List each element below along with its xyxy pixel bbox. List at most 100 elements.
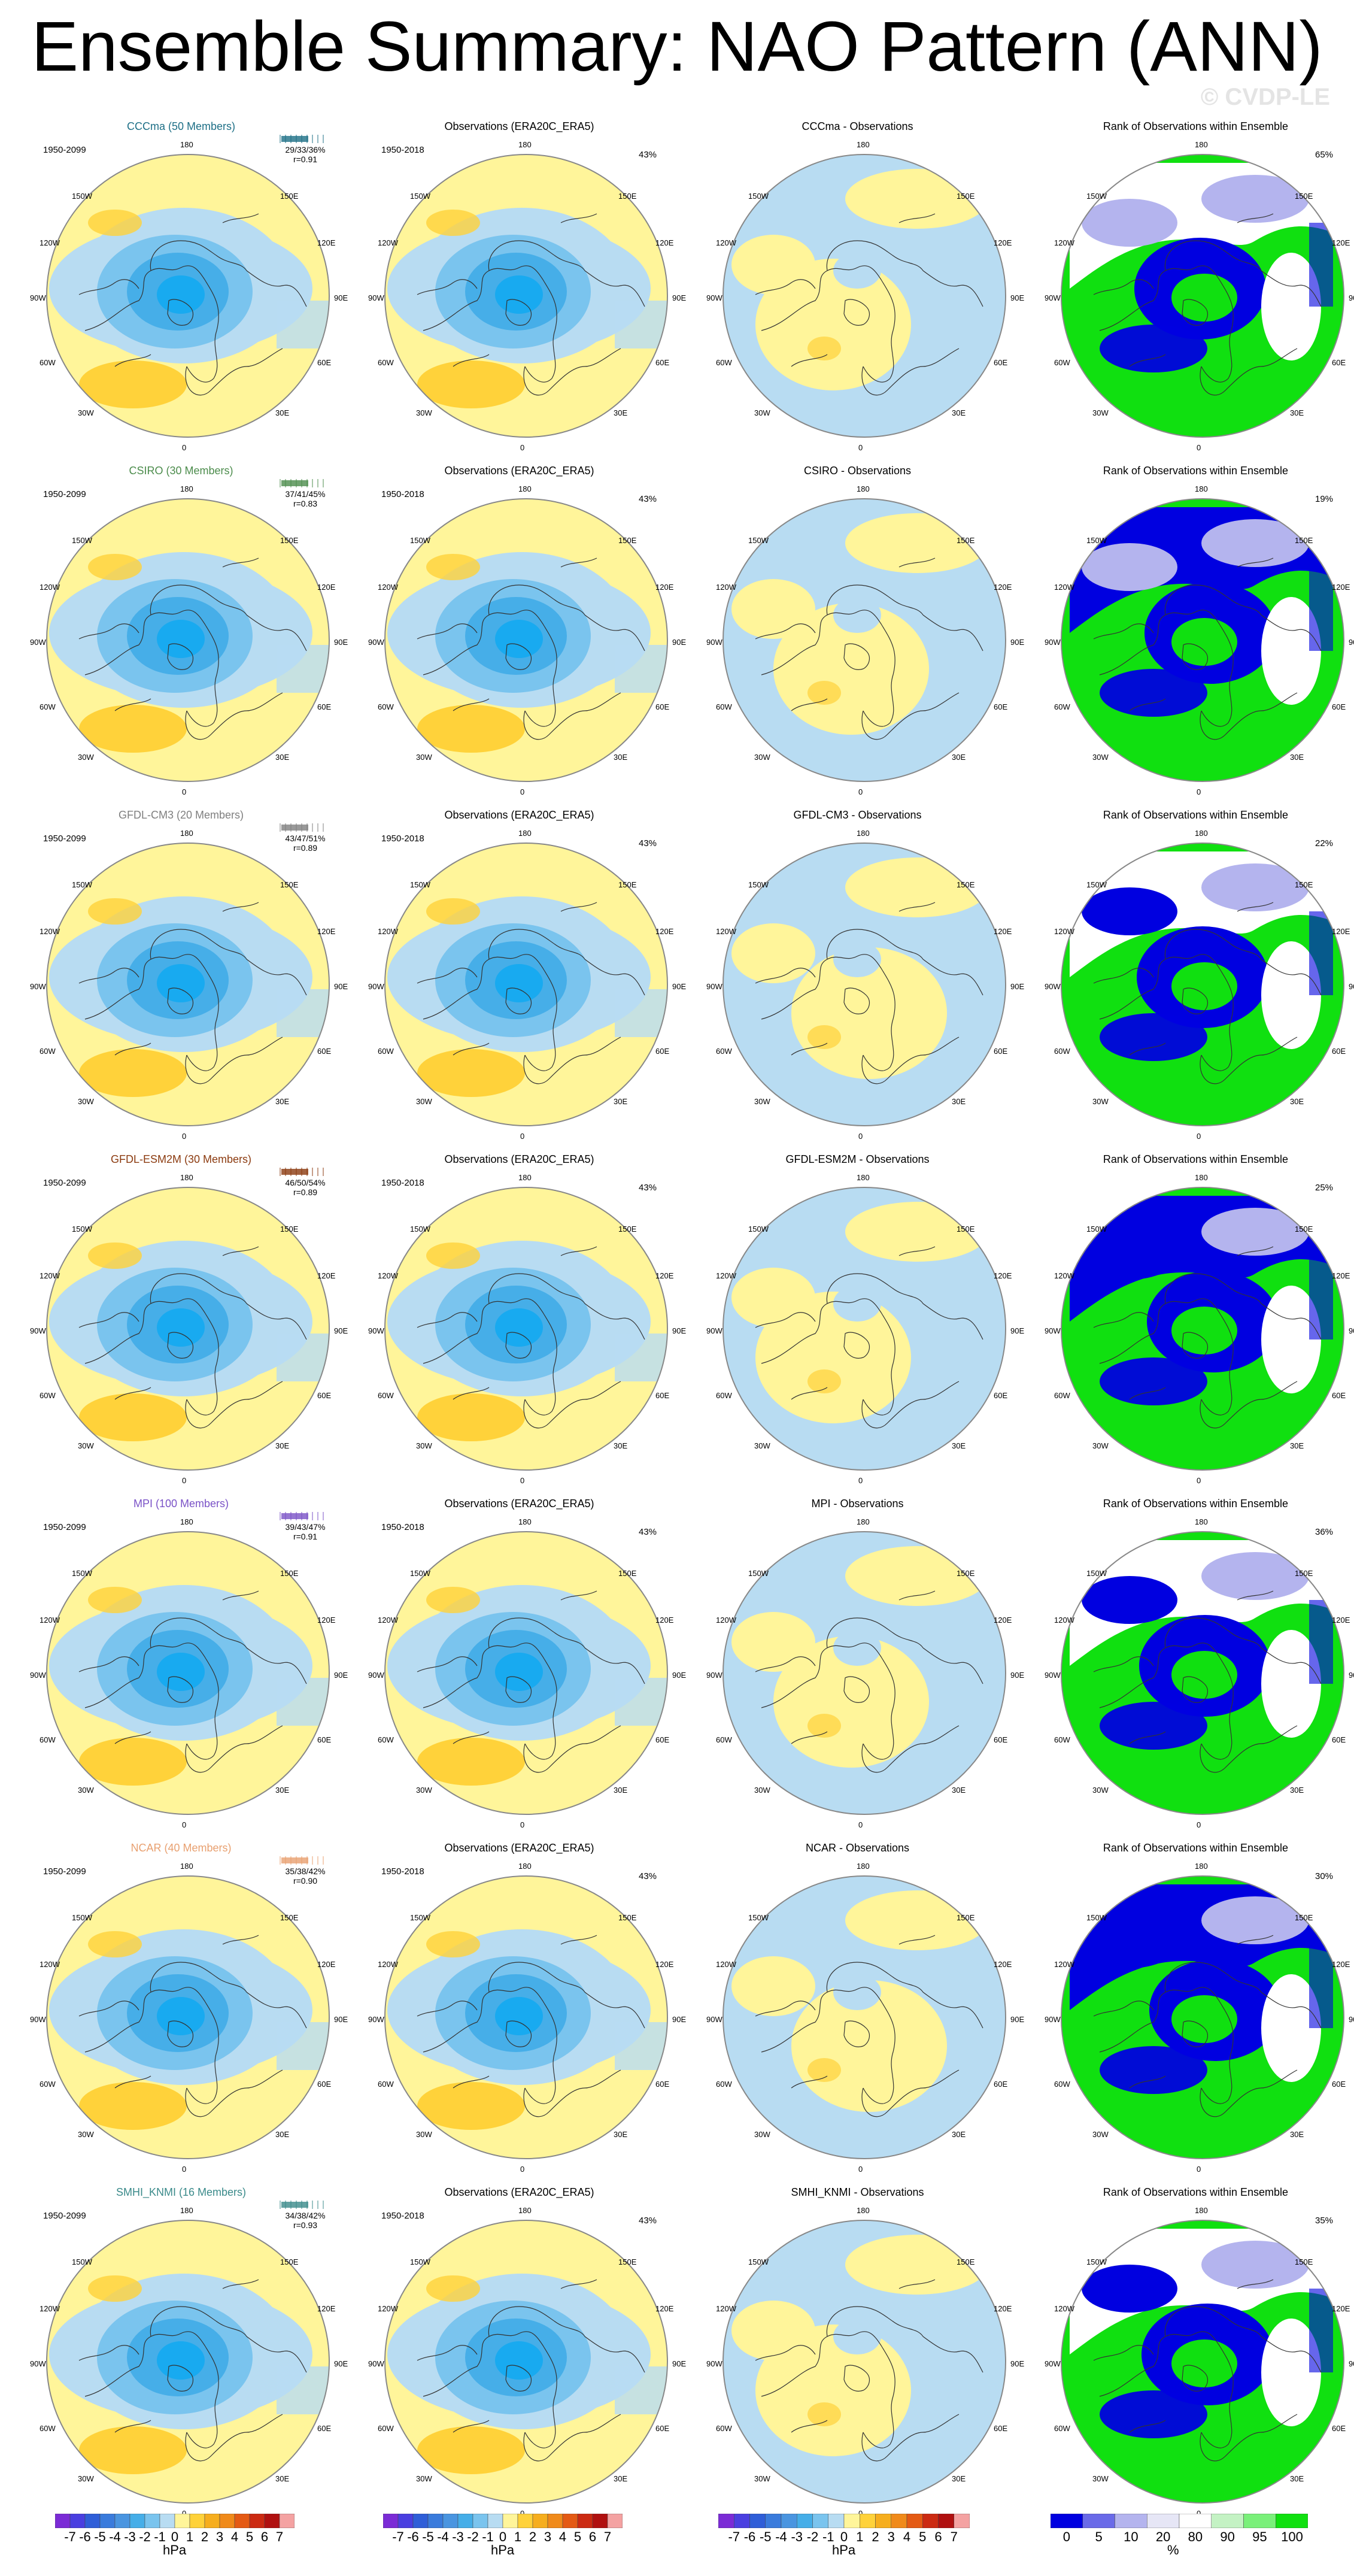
diff-panel: CCCma - Observations 180 0 90W 90E 150W 150E 12… — [688, 120, 1027, 463]
lon-label: 30E — [614, 2130, 628, 2139]
lon-label: 0 — [520, 443, 525, 452]
obs-panel: Observations (ERA20C_ERA5) 1950-2018 43% 18… — [350, 1841, 688, 2185]
lon-label: 60W — [716, 2080, 732, 2089]
period-label: 1950-2099 — [43, 145, 86, 155]
lon-label: 120E — [317, 1616, 336, 1625]
lon-label: 60E — [317, 1047, 332, 1056]
colorbar-unit: hPa — [832, 2542, 856, 2557]
lon-label: 90W — [706, 982, 722, 991]
lon-label: 60W — [378, 1391, 394, 1400]
lon-label: 0 — [1197, 2509, 1201, 2518]
colorbar-tick: 5 — [919, 2529, 927, 2544]
lon-label: 120E — [994, 927, 1012, 936]
lon-label: 120E — [317, 238, 336, 247]
colorbar-tick: -5 — [759, 2529, 772, 2544]
lon-label: 60W — [378, 358, 394, 367]
lon-label: 60E — [317, 2080, 332, 2089]
lon-label: 150E — [618, 536, 637, 545]
panel-title: GFDL-CM3 - Observations — [793, 809, 922, 821]
lon-label: 30E — [952, 1786, 966, 1795]
period-label: 1950-2018 — [381, 1866, 424, 1877]
hpa-colorbar-1: -7 -6 -5 -4 -3 -2 -1 0 1 2 3 4 5 6 7 hPa — [54, 2513, 295, 2557]
lon-label: 0 — [520, 1820, 525, 1829]
colorbar-tick: -6 — [407, 2529, 419, 2544]
lon-label: 30W — [1092, 2130, 1109, 2139]
colorbar-tick: -6 — [743, 2529, 756, 2544]
lon-label: 60W — [40, 1047, 56, 1056]
obs-panel: Observations (ERA20C_ERA5) 1950-2018 43% 18… — [350, 464, 688, 808]
lon-label: 90W — [368, 638, 384, 647]
panel-title: CCCma (50 Members) — [126, 120, 236, 132]
lon-label: 120W — [1054, 1960, 1074, 1969]
variance-pct: 43% — [639, 1527, 657, 1537]
lon-label: 0 — [182, 1132, 187, 1141]
lon-label: 150W — [72, 192, 92, 201]
obs-polar-map — [384, 1187, 668, 1471]
lon-label: 150E — [1295, 1569, 1313, 1578]
lon-label: 90W — [1045, 1671, 1061, 1680]
lon-label: 30W — [416, 1441, 432, 1450]
lon-label: 150W — [72, 1913, 92, 1922]
model-panel: SMHI_KNMI (16 Members) 1950-2099 34/38/42%… — [12, 2186, 350, 2529]
lon-label: 90W — [30, 1326, 46, 1335]
lon-label: 60W — [716, 1047, 732, 1056]
lon-label: 30W — [78, 2130, 94, 2139]
pattern-stats: 35/38/42% — [285, 1866, 326, 1876]
lon-label: 60E — [1332, 2424, 1346, 2433]
lon-label: 120E — [994, 1960, 1012, 1969]
colorbar-tick: -2 — [467, 2529, 479, 2544]
period-label: 1950-2018 — [381, 489, 424, 499]
colorbar-tick: 3 — [544, 2529, 552, 2544]
lon-label: 30E — [1290, 1786, 1304, 1795]
lon-label: 90W — [368, 1326, 384, 1335]
colorbar-tick: -1 — [822, 2529, 834, 2544]
lon-label: 60E — [1332, 702, 1346, 711]
lon-label: 180 — [857, 140, 870, 149]
lon-label: 0 — [858, 2509, 863, 2518]
panel-title: MPI - Observations — [811, 1498, 904, 1510]
lon-label: 120E — [994, 238, 1012, 247]
lon-label: 30W — [754, 2130, 770, 2139]
lon-label: 150W — [748, 1569, 769, 1578]
lon-label: 0 — [1197, 2165, 1201, 2174]
obs-polar-map — [384, 1531, 668, 1815]
colorbar-tick: -1 — [154, 2529, 166, 2544]
rank-polar-map — [1061, 1875, 1344, 2159]
colorbar-tick: 6 — [588, 2529, 597, 2544]
lon-label: 30E — [1290, 2130, 1304, 2139]
pattern-correlation: r=0.89 — [293, 843, 318, 853]
lon-label: 90E — [1010, 638, 1025, 647]
lon-label: 30E — [275, 1441, 290, 1450]
rank-pct: 30% — [1315, 1871, 1334, 1881]
diff-polar-map — [722, 154, 1006, 438]
lon-label: 30E — [1290, 753, 1304, 762]
colorbar-unit: % — [1167, 2542, 1179, 2557]
pattern-correlation: r=0.91 — [293, 154, 318, 164]
lon-label: 0 — [858, 443, 863, 452]
variance-pct: 43% — [639, 494, 657, 504]
lon-label: 60W — [1054, 358, 1070, 367]
lon-label: 60W — [1054, 1735, 1070, 1744]
lon-label: 90E — [1010, 982, 1025, 991]
lon-label: 150E — [280, 1225, 299, 1234]
lon-label: 90W — [368, 2015, 384, 2024]
panel-title: CSIRO - Observations — [803, 465, 912, 477]
lon-label: 30W — [78, 1441, 94, 1450]
lon-label: 30E — [275, 408, 290, 417]
lon-label: 0 — [1197, 1476, 1201, 1485]
period-label: 1950-2099 — [43, 1178, 86, 1188]
panel-title: Observations (ERA20C_ERA5) — [444, 809, 594, 821]
lon-label: 120W — [40, 1271, 60, 1280]
lon-label: 60W — [1054, 702, 1070, 711]
lon-label: 120W — [716, 2304, 736, 2313]
lon-label: 150E — [280, 2257, 299, 2266]
colorbar-tick: 80 — [1188, 2529, 1203, 2544]
lon-label: 150W — [1086, 1913, 1107, 1922]
lon-label: 90E — [1010, 1326, 1025, 1335]
lon-label: 60E — [994, 2424, 1008, 2433]
rank-panel: Rank of Observations within Ensemble 65% 1… — [1027, 120, 1354, 463]
lon-label: 150E — [957, 1569, 975, 1578]
lon-label: 90E — [334, 2359, 348, 2368]
lon-label: 120E — [655, 1271, 674, 1280]
lon-label: 30E — [952, 2474, 966, 2483]
